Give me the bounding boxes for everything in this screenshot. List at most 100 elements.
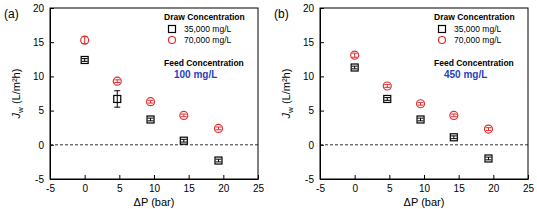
- error-bar: [384, 85, 390, 88]
- y-tick-label: 10: [33, 71, 45, 82]
- x-tick: 0: [82, 175, 88, 194]
- error-bar-cap: [485, 157, 491, 158]
- legend-entry: 70,000 mg/L: [454, 35, 502, 45]
- x-tick: 0: [352, 175, 358, 194]
- error-bar-cap: [418, 102, 424, 103]
- x-tick: 5: [387, 175, 393, 194]
- error-bar-cap: [114, 107, 120, 108]
- y-tick-label: 10: [303, 71, 315, 82]
- y-tick-label: -5: [35, 174, 44, 185]
- y-tick: 10: [303, 71, 324, 82]
- x-tick: 15: [184, 175, 196, 194]
- error-bar: [215, 127, 221, 130]
- x-tick-label: -5: [316, 183, 325, 194]
- marker: [417, 116, 424, 123]
- legend-symbol: [169, 37, 176, 44]
- marker: [417, 100, 425, 108]
- error-bar: [485, 157, 491, 160]
- y-tick: 20: [303, 3, 324, 14]
- y-axis-label: Jw (L/m²h): [280, 69, 295, 120]
- y-tick-label: 15: [303, 37, 315, 48]
- x-tick: 15: [454, 175, 466, 194]
- error-bar-cap: [352, 53, 358, 54]
- x-tick-mark: [459, 175, 460, 179]
- error-bar-cap: [215, 127, 221, 128]
- error-bar: [181, 114, 187, 117]
- marker: [114, 95, 121, 102]
- error-bar-stem: [117, 91, 118, 107]
- x-tick-label: 25: [523, 183, 535, 194]
- error-bar-stem: [84, 37, 85, 44]
- plot-frame: [320, 8, 528, 179]
- y-tick-label: 5: [308, 105, 314, 116]
- x-axis: -50510152025: [46, 175, 264, 194]
- legend-entry: 70,000 mg/L: [184, 35, 232, 45]
- error-bar-cap: [148, 118, 154, 119]
- y-tick-mark: [320, 111, 324, 112]
- error-bar-cap: [181, 114, 187, 115]
- error-bar-cap: [384, 97, 390, 98]
- marker: [180, 137, 187, 144]
- y-tick: 20: [33, 3, 54, 14]
- x-tick-mark: [528, 175, 529, 179]
- legend-entry: 35,000 mg/L: [184, 24, 232, 34]
- plot-area: [50, 36, 258, 164]
- x-tick-mark: [85, 175, 86, 179]
- annotation: Feed Concentration: [434, 58, 514, 68]
- panel: -50510152025-505101520ΔP (bar)Jw (L/m²h)…: [280, 3, 534, 208]
- marker: [351, 64, 358, 71]
- figure: -50510152025-505101520ΔP (bar)Jw (L/m²h)…: [0, 0, 537, 209]
- error-bar: [418, 102, 424, 105]
- x-tick: 25: [523, 175, 535, 194]
- error-bar-cap: [485, 159, 491, 160]
- x-tick-label: 20: [218, 183, 230, 194]
- annotation: Feed Concentration: [164, 58, 244, 68]
- x-tick-mark: [389, 175, 390, 179]
- x-tick-mark: [355, 175, 356, 179]
- error-bar-cap: [485, 130, 491, 131]
- annotation: 450 mg/L: [444, 69, 487, 80]
- x-tick-mark: [258, 175, 259, 179]
- error-bar-cap: [148, 120, 154, 121]
- reference-line: [320, 144, 528, 145]
- y-tick-mark: [50, 8, 54, 9]
- error-bar-cap: [148, 100, 154, 101]
- y-tick-label: -5: [305, 174, 314, 185]
- y-tick: -5: [35, 174, 54, 185]
- error-bar-cap: [451, 135, 457, 136]
- panel-label: (b): [274, 7, 289, 21]
- panel-label: (a): [4, 7, 19, 21]
- error-bar-cap: [82, 61, 88, 62]
- y-tick-mark: [320, 8, 324, 9]
- y-axis-label: Jw (L/m²h): [10, 69, 25, 120]
- error-bar-cap: [82, 58, 88, 59]
- error-bar-cap: [352, 57, 358, 58]
- error-bar-cap: [384, 84, 390, 85]
- error-bar: [485, 128, 491, 131]
- error-bar: [215, 159, 221, 162]
- y-tick: -5: [305, 174, 324, 185]
- marker: [450, 134, 457, 141]
- marker: [214, 124, 222, 132]
- x-tick-mark: [493, 175, 494, 179]
- x-tick: 10: [149, 175, 161, 194]
- x-tick-label: 10: [419, 183, 431, 194]
- x-tick-label: 15: [184, 183, 196, 194]
- x-tick: 10: [419, 175, 431, 194]
- error-bar-cap: [114, 90, 120, 91]
- y-tick-label: 15: [33, 37, 45, 48]
- annotation: 100 mg/L: [174, 69, 217, 80]
- legend-entry: 35,000 mg/L: [454, 24, 502, 34]
- error-bar-cap: [451, 138, 457, 139]
- plot-frame: [50, 8, 258, 179]
- error-bar: [451, 114, 457, 117]
- y-tick-label: 0: [38, 140, 44, 151]
- y-tick-mark: [320, 42, 324, 43]
- error-bar-cap: [148, 103, 154, 104]
- legend: Draw Concentration35,000 mg/L70,000 mg/L: [434, 12, 515, 45]
- x-tick-label: 20: [488, 183, 500, 194]
- error-bar: [181, 139, 187, 142]
- y-tick-label: 20: [303, 3, 315, 14]
- error-bar-cap: [384, 100, 390, 101]
- y-tick-label: 5: [38, 105, 44, 116]
